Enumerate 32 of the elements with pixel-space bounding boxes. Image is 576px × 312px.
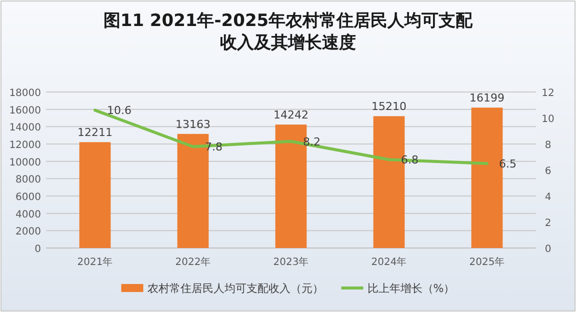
data-label: 13163: [176, 118, 210, 131]
legend-label: 比上年增长（%）: [367, 282, 455, 295]
data-label: 16199: [470, 92, 504, 105]
x-tick-label: 2024年: [371, 256, 407, 268]
y-tick-label: 10000: [9, 157, 41, 168]
y2-tick-label: 0: [544, 244, 552, 255]
y-tick-label: 18000: [9, 88, 41, 99]
legend-label: 农村常住居民人均可支配收入（元）: [147, 282, 324, 295]
data-label: 10.6: [107, 104, 132, 118]
y2-tick-label: 2: [544, 218, 552, 229]
y-tick-label: 0: [34, 244, 41, 255]
y-tick-label: 16000: [9, 105, 41, 116]
y-tick-label: 8000: [16, 174, 41, 186]
x-tick-label: 2023年: [273, 256, 309, 268]
y-tick-label: 2000: [16, 226, 41, 238]
title: 图11 2021年-2025年农村常住居民人均可支配收入及其增长速度: [103, 11, 473, 53]
x-tick-label: 2022年: [175, 256, 211, 268]
y-tick-label: 12000: [9, 140, 41, 151]
y-tick-label: 4000: [16, 209, 41, 220]
data-label: 7.8: [205, 140, 222, 154]
data-label: 14242: [274, 108, 308, 122]
y2-tick-label: 4: [544, 192, 552, 203]
x-tick-label: 2025年: [469, 256, 505, 268]
data-label: 15210: [372, 100, 406, 114]
y-tick-label: 14000: [9, 122, 41, 134]
y-tick-label: 6000: [16, 192, 41, 203]
y2-tick-label: 12: [542, 88, 554, 99]
data-label: 12211: [78, 126, 112, 140]
y2-tick-label: 8: [544, 140, 552, 151]
y2-tick-label: 6: [544, 166, 552, 177]
y2-tick-label: 10: [542, 114, 554, 125]
x-tick-label: 2021年: [77, 256, 113, 268]
